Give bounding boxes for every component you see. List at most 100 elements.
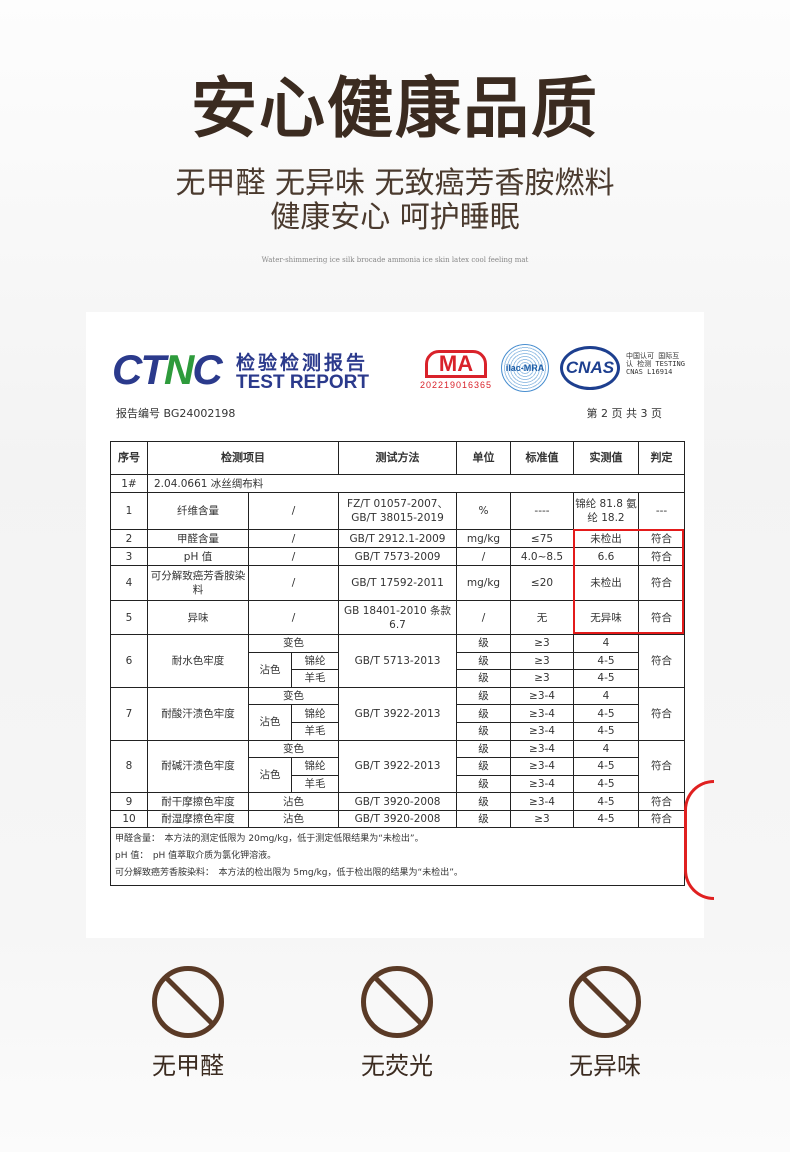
subtitle-line-2: 健康安心 呵护睡眠	[270, 200, 520, 235]
cma-logo: MA	[425, 350, 487, 378]
test-method: GB/T 3920-2008	[338, 792, 457, 811]
header-no: 序号	[110, 441, 148, 475]
standard-value: ----	[510, 492, 574, 530]
header-method: 测试方法	[338, 441, 457, 475]
row-no: 5	[110, 600, 148, 635]
standard-value: ≥3-4	[510, 757, 574, 776]
unit: 级	[456, 704, 511, 723]
measured-value: 4-5	[573, 757, 639, 776]
test-item: 甲醛含量	[147, 529, 249, 548]
table-row: 10 耐湿摩擦色牢度 沾色 GB/T 3920-2008 级 ≥3 4-5 符合	[110, 809, 685, 829]
verdict: 符合	[638, 600, 685, 635]
standard-value: ≥3-4	[510, 686, 574, 706]
test-method: GB/T 3922-2013	[338, 739, 457, 794]
headline: 安心健康品质	[191, 70, 599, 147]
fiber-type: 羊毛	[291, 669, 339, 688]
test-method: GB/T 3922-2013	[338, 686, 457, 741]
test-subitem: /	[248, 600, 339, 635]
table-row: 沾色 锦纶级 ≥3-4 4-5	[111, 704, 685, 741]
standard-value: ≥3-4	[510, 739, 574, 759]
test-method: GB/T 2912.1-2009	[338, 529, 457, 548]
row-no: 4	[110, 565, 148, 601]
row-no: 2	[110, 529, 148, 548]
table-row: 羊毛 级 ≥3-4 4-5	[111, 721, 685, 741]
cma-number: 202219016365	[420, 380, 493, 390]
measured-value: 4-5	[573, 721, 639, 741]
standard-value: ≥3-4	[510, 774, 574, 794]
note-formaldehyde: 甲醛含量： 本方法的测定低限为 20mg/kg，低于测定低限结果为“未检出”。	[115, 834, 424, 845]
unit: %	[456, 492, 511, 530]
header-unit: 单位	[456, 441, 511, 475]
ctnc-logo: CTNC	[112, 346, 223, 393]
test-item: 可分解致癌芳香胺染料	[147, 565, 249, 601]
table-row: 羊毛 级 ≥3 4-5	[111, 669, 685, 688]
cnas-text: 中国认可 国际互认 检测 TESTING CNAS L16914	[626, 352, 685, 376]
unit: 级	[456, 792, 511, 811]
test-method: GB/T 5713-2013	[338, 634, 457, 688]
report-title-cn: 检验检测报告	[236, 352, 369, 374]
unit: 级	[456, 774, 511, 794]
standard-value: 无	[510, 600, 574, 635]
test-results-table: 序号 检测项目 测试方法 单位 标准值 实测值 判定 1# 2.04.0661 …	[110, 441, 685, 887]
sample-id: 1#	[110, 474, 148, 493]
row-no: 9	[110, 792, 148, 811]
measured-value: 4	[573, 686, 639, 706]
header-item: 检测项目	[147, 441, 339, 475]
verdict: 符合	[638, 792, 685, 811]
report-number: 报告编号 BG24002198	[116, 407, 236, 420]
table-row: 4 可分解致癌芳香胺染料 / GB/T 17592-2011 mg/kg ≤20 未检出 符合	[110, 565, 685, 601]
test-item: 异味	[147, 600, 249, 635]
fiber-type: 锦纶	[291, 704, 339, 723]
unit: 级	[456, 721, 511, 741]
highlight-box	[573, 529, 684, 634]
table-row: 8 耐碱汗渍色牢度 变色 GB/T 3922-2013 级 ≥3-4 4 符合	[110, 739, 685, 794]
unit: 级	[456, 651, 511, 671]
fiber-type: 锦纶	[291, 651, 339, 671]
fiber-type: 羊毛	[291, 721, 339, 741]
table-row: 7 耐酸汗渍色牢度 变色 GB/T 3922-2013 级 ≥3-4 4 符合	[110, 686, 685, 741]
header-verdict: 判定	[638, 441, 685, 475]
row-no: 7	[110, 686, 148, 741]
verdict: 符合	[638, 739, 685, 794]
verdict: 符合	[638, 809, 685, 829]
measured-value: 4-5	[573, 704, 639, 723]
test-item: 耐水色牢度	[147, 634, 249, 688]
standard-value: ≤75	[510, 529, 574, 548]
measured-value: 4-5	[573, 809, 639, 829]
table-row: 5 异味 / GB 18401-2010 条款 6.7/无无异味 符合	[110, 600, 685, 635]
standard-value: ≥3-4	[510, 792, 574, 811]
test-subitem: /	[248, 547, 339, 566]
standard-value: ≥3	[510, 809, 574, 829]
subitem: 沾色	[248, 651, 292, 688]
test-subitem: /	[248, 565, 339, 601]
subitem: 沾色	[248, 757, 292, 794]
no-formaldehyde-icon	[152, 966, 224, 1038]
standard-value: ≥3	[510, 651, 574, 671]
subtitle-line-1: 无甲醛 无异味 无致癌芳香胺燃料	[175, 166, 615, 201]
verdict: 符合	[638, 565, 685, 601]
unit: 级	[456, 634, 511, 653]
tagline: Water-shimmering ice silk brocade ammoni…	[261, 256, 529, 264]
test-item: 耐湿摩擦色牢度	[147, 809, 249, 829]
measured-value: 锦纶 81.8 氨纶 18.2	[573, 492, 639, 530]
sample-row: 1# 2.04.0661 冰丝绸布料	[110, 474, 685, 493]
test-method: FZ/T 01057-2007、GB/T 38015-2019	[338, 492, 457, 530]
row-no: 1	[110, 492, 148, 530]
test-method: GB/T 17592-2011	[338, 565, 457, 601]
standard-value: ≥3-4	[510, 704, 574, 723]
cnas-logo: CNAS	[560, 346, 620, 390]
verdict: 符合	[638, 686, 685, 741]
subitem: 沾色	[248, 704, 292, 741]
note-azo: 可分解致癌芳香胺染料： 本方法的检出限为 5mg/kg，低于检出限的结果为“未检…	[115, 868, 463, 879]
row-no: 6	[110, 634, 148, 688]
test-subitem: 沾色	[248, 792, 339, 811]
table-header: 序号 检测项目 测试方法 单位 标准值 实测值 判定	[110, 441, 685, 475]
test-method: GB/T 3920-2008	[338, 809, 457, 829]
test-subitem: /	[248, 492, 339, 530]
test-method: GB 18401-2010 条款 6.7	[338, 600, 457, 635]
table-row: 1 纤维含量 / FZ/T 01057-2007、GB/T 38015-2019% --…	[110, 492, 685, 530]
red-seal-stamp	[684, 780, 714, 900]
header-standard: 标准值	[510, 441, 574, 475]
verdict: 符合	[638, 634, 685, 688]
verdict: 符合	[638, 529, 685, 548]
